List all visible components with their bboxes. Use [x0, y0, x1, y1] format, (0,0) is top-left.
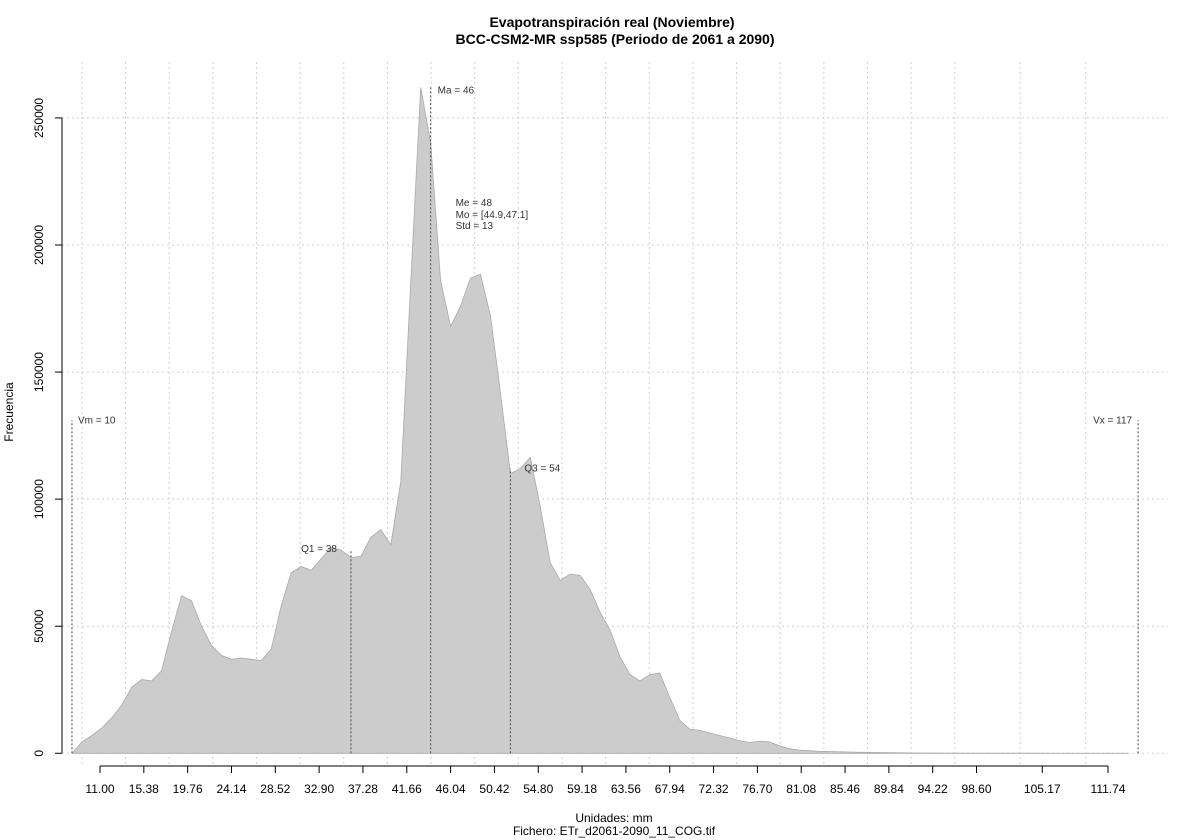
- chart-subtitle: BCC-CSM2-MR ssp585 (Periodo de 2061 a 20…: [456, 31, 775, 47]
- mo-label: Mo = [44.9,47.1]: [456, 210, 529, 221]
- vx-label: Vx = 117: [1093, 415, 1132, 426]
- x-tick-label: 98.60: [962, 782, 992, 796]
- x-tick-label: 94.22: [918, 782, 948, 796]
- me-label: Me = 48: [456, 198, 493, 209]
- source-caption: Fichero: ETr_d2061-2090_11_COG.tif: [513, 824, 716, 838]
- x-tick-label: 111.74: [1091, 782, 1126, 796]
- histogram-area: [71, 87, 1129, 754]
- x-tick-label: 32.90: [304, 782, 334, 796]
- y-tick-label: 150000: [32, 352, 46, 392]
- y-tick-label: 0: [32, 750, 46, 757]
- x-tick-label: 46.04: [436, 782, 466, 796]
- x-axis-label: Unidades: mm: [575, 811, 652, 825]
- y-axis-label: Frecuencia: [2, 382, 16, 442]
- x-tick-label: 19.76: [173, 782, 203, 796]
- ma-label: Ma = 46: [438, 85, 475, 96]
- x-tick-label: 81.08: [786, 782, 816, 796]
- x-tick-label: 67.94: [655, 782, 685, 796]
- x-tick-label: 50.42: [479, 782, 509, 796]
- q1-label: Q1 = 38: [301, 544, 337, 555]
- x-tick-label: 15.38: [129, 782, 159, 796]
- x-tick-label: 11.00: [85, 782, 114, 796]
- x-tick-label: 63.56: [611, 782, 641, 796]
- axes: 0 50000 100000 150000 200000 250000 11.00 15.38…: [32, 98, 1126, 796]
- y-tick-label: 50000: [32, 609, 46, 643]
- y-tick-label: 100000: [32, 479, 46, 519]
- grid: [62, 62, 1168, 766]
- chart-title: Evapotranspiración real (Noviembre): [489, 14, 734, 30]
- x-tick-label: 72.32: [699, 782, 729, 796]
- x-tick-label: 105.17: [1024, 782, 1061, 796]
- y-tick-label: 200000: [32, 225, 46, 265]
- x-tick-label: 24.14: [216, 782, 246, 796]
- x-tick-label: 85.46: [830, 782, 860, 796]
- std-label: Std = 13: [456, 221, 494, 232]
- x-tick-label: 28.52: [260, 782, 290, 796]
- y-tick-label: 250000: [32, 98, 46, 138]
- x-tick-label: 41.66: [392, 782, 422, 796]
- x-tick-label: 76.70: [742, 782, 772, 796]
- vm-label: Vm = 10: [78, 415, 116, 426]
- x-tick-label: 59.18: [567, 782, 597, 796]
- frequency-area: [71, 87, 1129, 754]
- x-tick-label: 89.84: [874, 782, 904, 796]
- x-tick-label: 37.28: [348, 782, 378, 796]
- x-tick-label: 54.80: [523, 782, 553, 796]
- stat-annotations: Vm = 10 Vx = 117 Q1 = 38 Ma = 46 Q3 = 54 Me =…: [71, 85, 1139, 754]
- q3-label: Q3 = 54: [524, 464, 560, 475]
